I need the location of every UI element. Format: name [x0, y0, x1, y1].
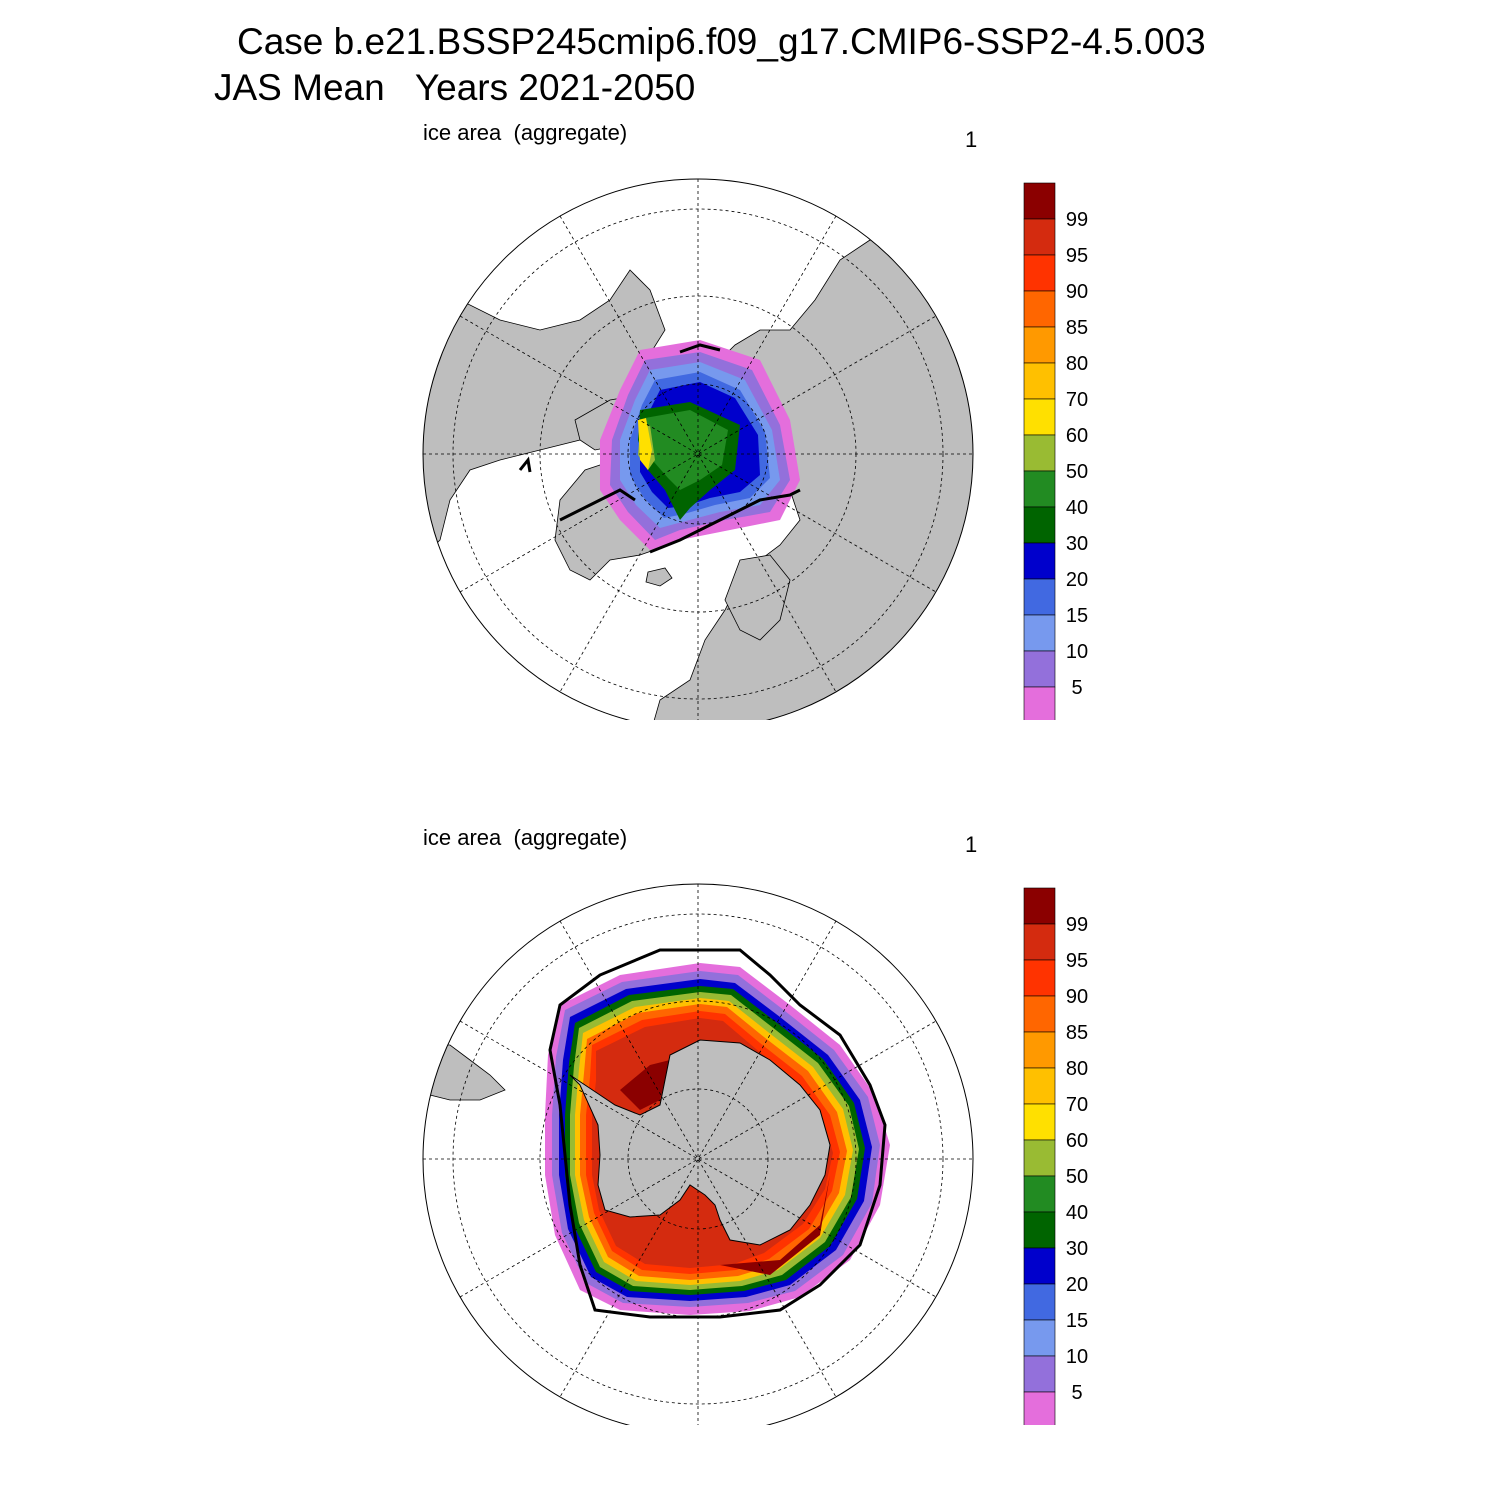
arctic-map-panel: 99 95 90 85 80 70 60 50 40 30 20 15 10 5 [422, 178, 1088, 720]
colorbar-swatch [1023, 686, 1056, 720]
colorbar-tick-label: 60 [1066, 1130, 1088, 1152]
scandinavia-land [724, 554, 791, 641]
colorbar-tick-label: 30 [1066, 533, 1088, 555]
colorbar-swatch [1023, 362, 1056, 400]
colorbar-swatch [1023, 182, 1056, 220]
panel-south-subtitle: ice area (aggregate) [423, 825, 628, 850]
colorbar-swatch [1023, 398, 1056, 436]
colorbar-swatch [1023, 218, 1056, 256]
colorbar-tick-label: 40 [1066, 1202, 1088, 1224]
colorbar-swatch [1023, 995, 1056, 1033]
colorbar-swatch [1023, 1319, 1056, 1357]
colorbar-tick-label: 5 [1071, 677, 1082, 699]
colorbar-swatch [1023, 923, 1056, 961]
colorbar-tick-label: 40 [1066, 497, 1088, 519]
panel-north-subtitle: ice area (aggregate) [423, 120, 628, 145]
colorbar-swatch [1023, 434, 1056, 472]
antarctic-graticule [423, 884, 973, 1425]
colorbar-swatch [1023, 506, 1056, 544]
colorbar-swatch [1023, 650, 1056, 688]
colorbar-north: 99 95 90 85 80 70 60 50 40 30 20 15 10 5 [1023, 182, 1088, 720]
panel-north-index: 1 [965, 127, 978, 152]
colorbar-tick-label: 80 [1066, 353, 1088, 375]
colorbar-tick-label: 10 [1066, 1346, 1088, 1368]
colorbar-tick-label: 70 [1066, 389, 1088, 411]
colorbar-swatch [1023, 614, 1056, 652]
colorbar-swatch [1023, 578, 1056, 616]
colorbar-tick-label: 15 [1066, 1310, 1088, 1332]
colorbar-tick-label: 95 [1066, 950, 1088, 972]
observed-ice-edge [548, 948, 887, 1319]
ice-band-70 [638, 418, 652, 470]
antarctic-map-panel: 99 95 90 85 80 70 60 50 40 30 20 15 10 5 [422, 883, 1088, 1425]
colorbar-tick-label: 50 [1066, 461, 1088, 483]
antarctic-map-boundary [422, 883, 974, 1425]
colorbar-swatch [1023, 1175, 1056, 1213]
colorbar-swatch [1023, 1283, 1056, 1321]
colorbar-swatch [1023, 254, 1056, 292]
colorbar-tick-label: 90 [1066, 281, 1088, 303]
colorbar-swatch [1023, 1247, 1056, 1285]
colorbar-tick-label: 5 [1071, 1382, 1082, 1404]
colorbar-swatch [1023, 887, 1056, 925]
colorbar-south: 99 95 90 85 80 70 60 50 40 30 20 15 10 5 [1023, 887, 1088, 1425]
colorbar-tick-label: 85 [1066, 317, 1088, 339]
colorbar-tick-label: 20 [1066, 569, 1088, 591]
colorbar-tick-label: 80 [1066, 1058, 1088, 1080]
colorbar-swatch [1023, 290, 1056, 328]
colorbar-tick-label: 20 [1066, 1274, 1088, 1296]
antarctic-polar-map [423, 884, 973, 1425]
colorbar-tick-label: 30 [1066, 1238, 1088, 1260]
arctic-polar-map [423, 179, 973, 720]
colorbar-tick-label: 85 [1066, 1022, 1088, 1044]
colorbar-swatch [1023, 1103, 1056, 1141]
colorbar-swatch [1023, 542, 1056, 580]
colorbar-tick-label: 99 [1066, 209, 1088, 231]
colorbar-tick-label: 95 [1066, 245, 1088, 267]
colorbar-tick-label: 90 [1066, 986, 1088, 1008]
colorbar-tick-label: 50 [1066, 1166, 1088, 1188]
colorbar-tick-label: 10 [1066, 641, 1088, 663]
observed-ice-edge [518, 343, 801, 554]
figure-title-case: Case b.e21.BSSP245cmip6.f09_g17.CMIP6-SS… [237, 21, 1206, 62]
colorbar-swatch [1023, 326, 1056, 364]
antarctica-land [569, 1039, 831, 1246]
colorbar-tick-label: 70 [1066, 1094, 1088, 1116]
figure-title-period: JAS Mean Years 2021-2050 [214, 67, 696, 108]
colorbar-tick-label: 99 [1066, 914, 1088, 936]
colorbar-swatch [1023, 1067, 1056, 1105]
ice-band-50 [645, 410, 728, 490]
iceland-land [645, 567, 673, 587]
colorbar-tick-label: 15 [1066, 605, 1088, 627]
colorbar-swatch [1023, 1355, 1056, 1393]
colorbar-tick-label: 60 [1066, 425, 1088, 447]
colorbar-swatch [1023, 1031, 1056, 1069]
arctic-graticule [423, 179, 973, 720]
arctic-map-boundary [422, 178, 974, 720]
colorbar-swatch [1023, 1391, 1056, 1425]
colorbar-swatch [1023, 1139, 1056, 1177]
ice-band-100 [620, 1060, 835, 1275]
colorbar-swatch [1023, 470, 1056, 508]
panel-south-index: 1 [965, 832, 978, 857]
colorbar-swatch [1023, 959, 1056, 997]
colorbar-swatch [1023, 1211, 1056, 1249]
